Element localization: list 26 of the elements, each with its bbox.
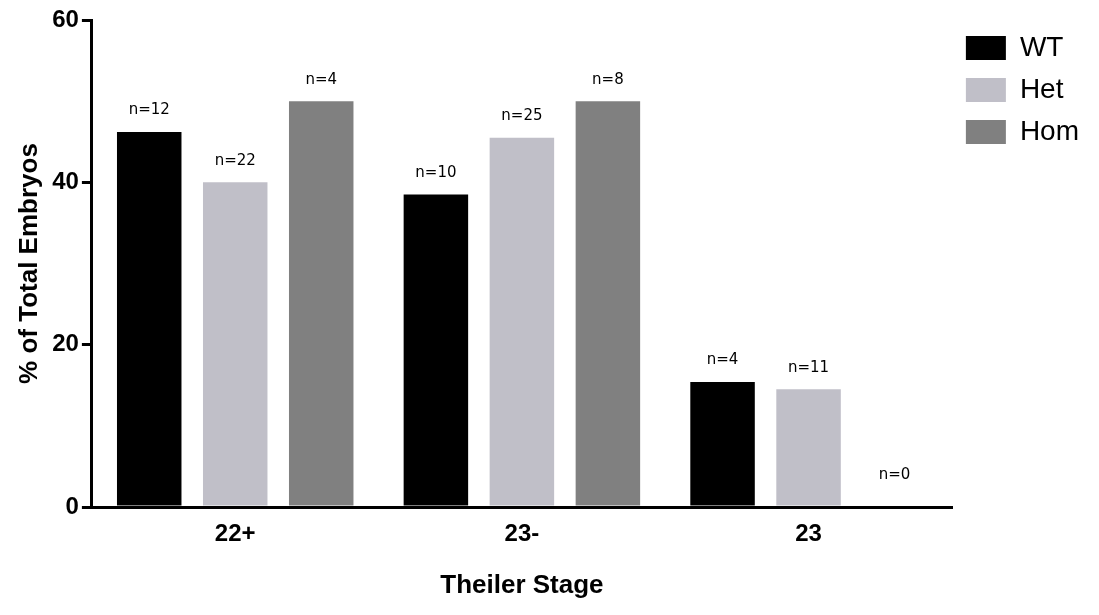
annotation: n=4 xyxy=(305,69,338,88)
annotation: n=8 xyxy=(592,69,624,88)
y-tick-label: 0 xyxy=(65,491,79,519)
legend-label: Het xyxy=(1019,72,1064,104)
bar xyxy=(202,182,268,506)
x-tick-label: 22+ xyxy=(214,519,256,547)
annotation: n=0 xyxy=(878,465,911,484)
x-axis-title: Theiler Stage xyxy=(440,568,604,599)
bar xyxy=(489,137,555,506)
annotation: n=12 xyxy=(128,100,170,119)
y-tick-label: 20 xyxy=(52,329,79,357)
y-tick-label: 60 xyxy=(52,4,79,32)
y-axis-title: % of Total Embryos xyxy=(12,143,43,384)
legend-label: WT xyxy=(1019,30,1064,62)
x-tick-label: 23- xyxy=(504,519,540,547)
x-tick-label: 23 xyxy=(795,519,822,547)
y-tick-label: 40 xyxy=(52,166,79,194)
annotation: n=25 xyxy=(501,106,543,125)
legend-label: Hom xyxy=(1019,114,1080,146)
bar xyxy=(288,101,354,506)
bar xyxy=(776,389,841,506)
annotation: n=4 xyxy=(706,350,739,369)
bar xyxy=(575,101,641,506)
annotation: n=22 xyxy=(214,150,256,169)
annotation: n=10 xyxy=(415,162,457,181)
annotation: n=11 xyxy=(787,357,830,376)
